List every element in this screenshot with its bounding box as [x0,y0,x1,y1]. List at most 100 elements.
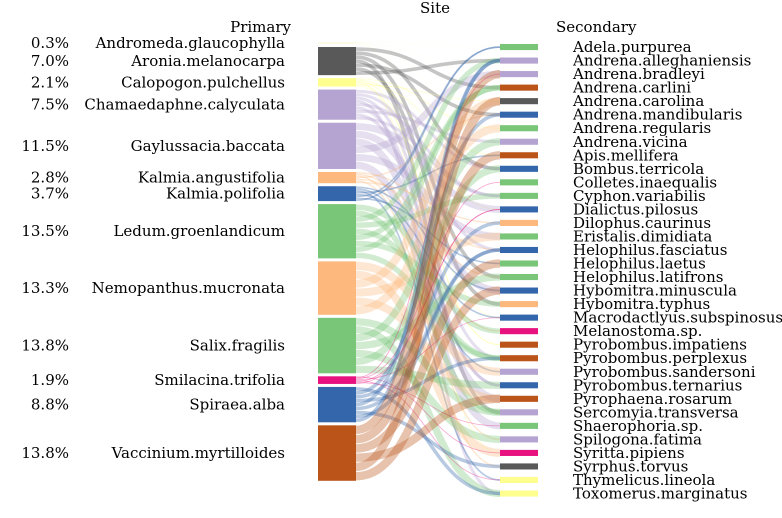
flow-link [355,188,501,373]
secondary-label: Pyrobombus.ternarius [573,376,742,394]
secondary-bar-andrena-bradleyi [500,71,538,78]
primary-percent: 0.3% [31,34,69,52]
primary-label: Nemopanthus.mucronata [92,279,285,297]
secondary-bar-thymelicus-lineola [500,476,538,484]
flow-link [355,208,501,384]
flow-link [355,317,501,381]
flow-link [355,376,501,454]
primary-percent: 11.5% [21,137,69,155]
secondary-bar-andrena-vicina [500,138,538,145]
flow-link [355,69,501,435]
secondary-bar-pyrobombus-perplexus [500,355,538,362]
primary-bar-andromeda-glaucophylla [318,42,356,44]
secondary-bar-pyrobombus-impatiens [500,341,538,348]
secondary-label: Syrphus.torvus [573,457,688,475]
primary-percent: 13.8% [21,444,69,462]
flow-link [355,55,501,279]
secondary-bar-pyrobombus-sandersoni [500,368,538,375]
flow-link [355,80,501,319]
primary-label: Smilacina.trifolia [154,371,285,389]
flow-link [355,81,501,454]
secondary-label: Syritta.pipiens [573,444,685,462]
secondary-bars [500,44,538,497]
flow-link [355,58,501,423]
secondary-label: Shaerophoria.sp. [573,417,703,435]
primary-bars [318,42,356,481]
flow-link [355,180,501,468]
flow-link [355,172,501,251]
flow-link [355,259,501,453]
secondary-bar-andrena-regularis [500,125,538,132]
flow-link [355,130,501,295]
flow-link [355,173,501,332]
flow-link [355,387,501,496]
secondary-label: Pyrophaena.rosarum [573,390,732,408]
flow-link [355,84,501,253]
primary-label: Vaccinium.myrtilloides [111,444,285,462]
flow-link [355,161,501,430]
flow-link [355,84,501,102]
flow-link [355,124,501,315]
flow-link [355,178,501,278]
flow-link [355,106,501,387]
flow-link [355,93,501,252]
primary-percent: 3.7% [31,185,69,203]
primary-percent: 13.8% [21,337,69,355]
primary-bar-kalmia-polifolia [318,186,356,202]
primary-bar-salix-fragilis [318,317,356,374]
primary-label: Andromeda.glaucophylla [95,34,285,52]
secondary-label: Andrena.regularis [572,119,711,137]
secondary-bar-adela-purpurea [500,44,538,51]
flow-link [355,67,501,306]
flow-link [355,59,501,415]
flow-link [355,58,501,407]
secondary-header: Secondary [556,18,637,36]
flow-link [355,99,501,496]
secondary-bar-dialictus-pilosus [500,206,538,213]
secondary-bar-syrphus-torvus [500,463,538,470]
primary-bar-ledum-groenlandicum [318,204,356,259]
secondary-label: Toxomerus.marginatus [573,485,748,503]
primary-header: Primary [230,18,291,36]
flow-link [355,41,501,48]
secondary-label: Thymelicus.lineola [573,471,715,489]
secondary-label: Spilogona.fatima [573,430,702,448]
flow-link [355,252,501,361]
secondary-label: Andrena.mandibularis [572,106,742,124]
flow-link [355,165,501,365]
flow-link [355,138,501,403]
secondary-bar-pyrophaena-rosarum [500,395,538,402]
secondary-bar-colletes-inaequalis [500,179,538,186]
secondary-bar-bombus-terricola [500,165,538,172]
secondary-bar-shaerophoria-sp [500,422,538,429]
secondary-label: Cyphon.variabilis [573,187,706,205]
primary-bar-spiraea-alba [318,386,356,423]
secondary-bar-andrena-mandibularis [500,111,538,118]
secondary-label: Helophilus.latifrons [573,268,723,286]
secondary-label: Andrena.vicina [572,133,688,151]
flow-link [355,138,501,342]
flow-link [355,153,501,240]
flow-link [355,116,501,198]
flow-link [355,103,501,198]
flow-link [355,248,501,411]
flow-link [355,208,501,382]
secondary-label: Pyrobombus.perplexus [573,349,747,367]
primary-percent: 2.1% [31,73,69,91]
flow-link [355,273,501,350]
primary-label: Calopogon.pulchellus [121,73,285,91]
flow-link [355,113,501,179]
primary-label: Spiraea.alba [189,396,285,414]
primary-percent: 1.9% [31,371,69,389]
flow-link [355,43,501,264]
flow-link [355,109,501,144]
flow-link [355,318,501,416]
secondary-label: Colletes.inaequalis [573,173,717,191]
secondary-bar-eristalis-dimidiata [500,233,538,240]
secondary-bar-melanostoma-sp [500,328,538,335]
flow-link [355,186,501,292]
flow-link [355,190,501,481]
primary-label: Gaylussacia.baccata [131,137,285,155]
primary-label: Salix.fragilis [190,337,285,355]
